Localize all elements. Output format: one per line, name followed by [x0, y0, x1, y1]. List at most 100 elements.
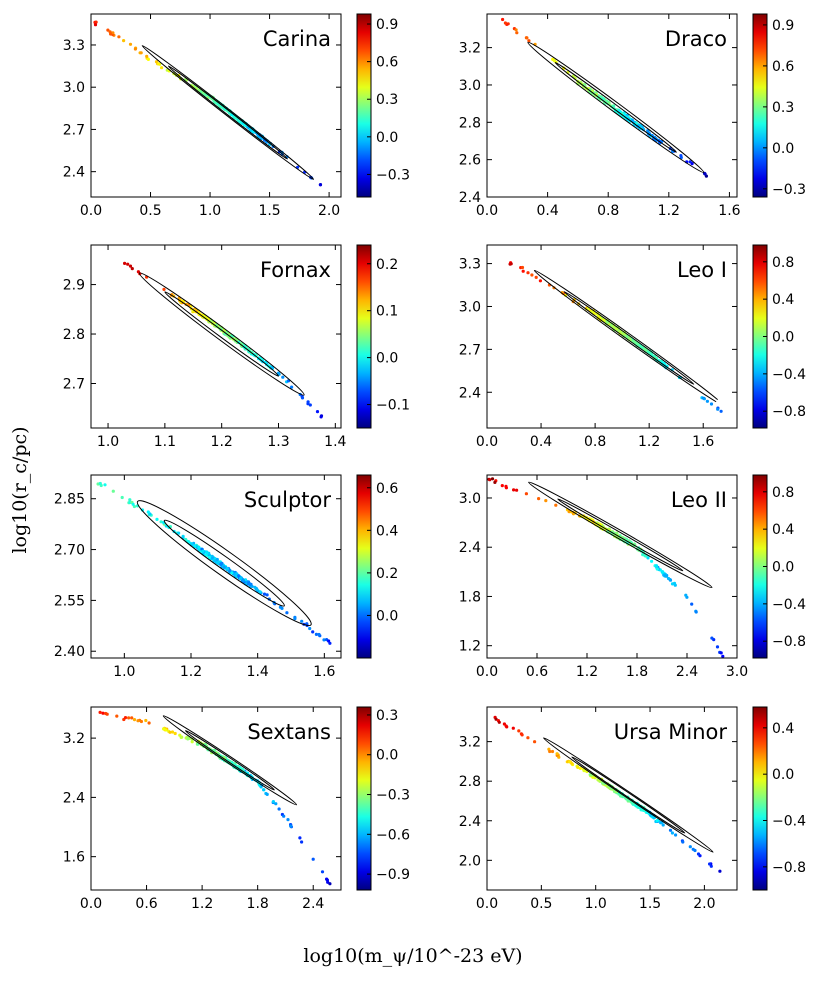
data-point — [197, 546, 201, 550]
data-point — [109, 32, 113, 36]
data-point — [317, 632, 321, 637]
data-point — [184, 537, 188, 542]
data-point — [128, 498, 132, 502]
y-tick-label: 2.0 — [459, 853, 481, 869]
data-point — [718, 869, 722, 873]
y-tick-label: 2.7 — [63, 122, 85, 138]
data-point — [719, 409, 723, 413]
data-point — [298, 836, 302, 840]
data-point — [639, 124, 643, 128]
data-point — [130, 267, 134, 271]
data-point — [681, 840, 685, 844]
x-tick-label: 0.5 — [139, 203, 161, 219]
data-point — [147, 721, 151, 725]
data-point — [311, 630, 315, 634]
data-point — [133, 47, 137, 51]
contour-outer — [136, 500, 312, 627]
data-point — [282, 814, 286, 818]
x-tick-label: 1.5 — [639, 896, 661, 912]
data-point — [694, 610, 698, 614]
data-point — [274, 802, 278, 806]
y-tick-label: 2.85 — [54, 492, 85, 508]
data-point — [237, 574, 241, 578]
colorbar-tick-label: 0.0 — [376, 130, 398, 146]
data-point — [216, 561, 221, 565]
data-point — [262, 592, 267, 596]
y-tick-label: 2.4 — [63, 165, 85, 181]
data-point — [128, 42, 133, 46]
data-point — [159, 520, 163, 524]
x-tick-label: 0.0 — [476, 664, 498, 680]
data-point — [306, 400, 310, 404]
contour-inner — [554, 62, 677, 153]
data-point — [258, 590, 262, 594]
data-point — [93, 23, 98, 27]
data-point — [655, 567, 659, 571]
colorbar — [356, 244, 372, 429]
x-tick-label: 1.6 — [313, 664, 335, 680]
data-point — [654, 564, 659, 568]
data-point — [156, 62, 160, 66]
data-point — [554, 503, 558, 507]
data-point — [524, 492, 529, 496]
data-point — [515, 31, 519, 35]
data-point — [180, 735, 184, 739]
data-point — [265, 792, 269, 797]
data-point — [568, 760, 572, 764]
data-point — [105, 712, 109, 716]
data-point — [618, 330, 622, 334]
colorbar-tick-label: 0.3 — [772, 100, 794, 116]
panel-title: Ursa Minor — [614, 720, 728, 744]
x-tick-label: 1.4 — [247, 664, 269, 680]
data-point — [140, 508, 145, 512]
data-point — [500, 484, 504, 488]
data-point — [315, 410, 320, 414]
colorbar-tick-label: 0.0 — [772, 767, 794, 783]
x-tick-label: 1.8 — [626, 664, 648, 680]
data-point — [204, 553, 208, 557]
data-point — [690, 602, 694, 606]
data-point — [311, 857, 315, 861]
data-point — [661, 823, 665, 827]
data-point — [314, 632, 318, 637]
contour-outer — [528, 481, 713, 589]
data-point — [265, 593, 269, 597]
data-point — [139, 719, 143, 724]
x-tick-label: 0.4 — [530, 434, 552, 450]
panel-leo-i: 0.0 0.4 0.8 1.2 1.6 2.4 2.7 3.0 3.3 Leo I −0.8 −0.4… — [459, 244, 806, 450]
data-point — [576, 765, 580, 770]
data-point — [567, 510, 571, 514]
data-point — [186, 737, 190, 741]
data-point — [614, 327, 619, 331]
data-point — [666, 576, 671, 581]
colorbar-tick-label: −0.9 — [376, 867, 410, 883]
y-tick-label: 3.3 — [63, 38, 85, 54]
data-point — [538, 279, 543, 283]
y-tick-label: 3.0 — [459, 78, 481, 94]
colorbar-tick-label: −0.6 — [376, 827, 410, 843]
data-point — [155, 517, 159, 522]
data-point — [320, 870, 325, 874]
colorbar-tick-label: 0.8 — [772, 485, 794, 501]
colorbar-tick-label: −0.8 — [772, 860, 806, 876]
data-point — [524, 36, 529, 40]
y-tick-label: 2.4 — [459, 190, 481, 206]
contour-outer — [138, 272, 305, 396]
data-point — [234, 116, 238, 120]
data-point — [696, 852, 701, 856]
x-tick-label: 0.5 — [530, 896, 552, 912]
data-point — [501, 17, 505, 22]
panel-title: Leo I — [677, 258, 727, 282]
data-point — [219, 562, 223, 567]
data-point — [322, 638, 326, 642]
colorbar-tick-label: 0.0 — [376, 608, 398, 624]
colorbar-tick-label: 0.6 — [376, 55, 398, 71]
colorbar-tick-label: 0.0 — [376, 351, 398, 367]
panel-ursa-minor: 0.0 0.5 1.0 1.5 2.0 2.0 2.4 2.8 3.2 Ursa Minor −0.… — [459, 706, 806, 912]
contour-inner — [164, 291, 280, 377]
data-point — [146, 510, 150, 514]
data-point — [716, 407, 720, 411]
data-point — [241, 578, 246, 583]
data-point — [641, 553, 645, 557]
data-point — [517, 729, 521, 733]
